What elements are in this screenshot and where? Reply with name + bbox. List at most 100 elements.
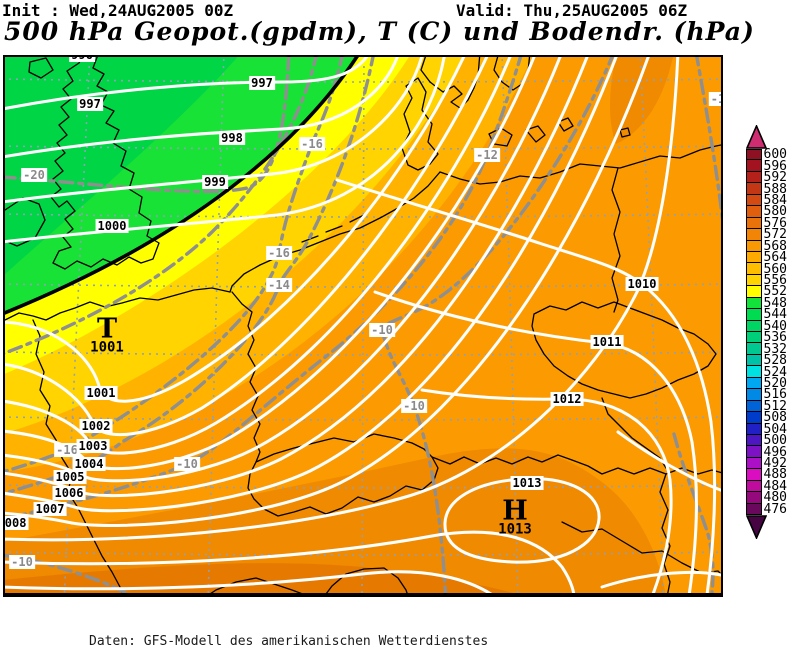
isobar-label: 998 bbox=[219, 131, 245, 145]
colorbar-swatch bbox=[746, 194, 762, 207]
coastlines-borders bbox=[5, 57, 721, 593]
colorbar-swatch bbox=[746, 412, 762, 424]
colorbar-value: 480 bbox=[763, 490, 787, 506]
isobar-label: 1007 bbox=[33, 502, 67, 516]
colorbar-step: 544 bbox=[746, 307, 787, 323]
isobar-label: 1003 bbox=[76, 439, 110, 453]
colorbar-step: 580 bbox=[746, 204, 787, 220]
colorbar-swatch bbox=[746, 229, 762, 241]
colorbar-value: 560 bbox=[763, 261, 787, 277]
pressure-center-symbol: H bbox=[502, 495, 528, 527]
colorbar-swatch bbox=[746, 457, 762, 470]
colorbar-swatch bbox=[746, 251, 762, 264]
colorbar-swatch bbox=[746, 297, 762, 310]
colorbar-swatch bbox=[746, 354, 762, 367]
pressure-center-value: 1013 bbox=[498, 521, 532, 538]
temperature-label: -10 bbox=[9, 555, 35, 569]
isobar-label: 1000 bbox=[95, 219, 129, 233]
colorbar-swatch bbox=[746, 343, 762, 355]
isobar-label: 1012 bbox=[550, 392, 584, 406]
pressure-center-symbol: T bbox=[96, 313, 118, 345]
colorbar-step: 488 bbox=[746, 468, 787, 481]
colorbar-step: 496 bbox=[746, 444, 787, 460]
colorbar-value: 552 bbox=[763, 284, 787, 300]
colorbar-swatch bbox=[746, 446, 762, 458]
colorbar-arrow-up bbox=[746, 125, 767, 149]
temperature-label: -10 bbox=[174, 457, 200, 471]
map-graphics bbox=[5, 57, 721, 593]
temperature-label: -14 bbox=[266, 278, 292, 292]
colorbar-step: 532 bbox=[746, 341, 787, 357]
colorbar-value: 508 bbox=[763, 410, 787, 426]
colorbar-step: 564 bbox=[746, 251, 787, 264]
colorbar-swatch bbox=[746, 149, 762, 161]
colorbar-step: 548 bbox=[746, 295, 787, 311]
colorbar-step: 528 bbox=[746, 353, 787, 369]
pressure-center-value: 1001 bbox=[90, 339, 124, 356]
temperature-label: -16 bbox=[299, 137, 325, 151]
valid-time-label: Valid: Thu,25AUG2005 06Z bbox=[456, 1, 688, 20]
colorbar-step: 484 bbox=[746, 478, 787, 494]
isobar-label: 999 bbox=[202, 175, 228, 189]
colorbar-step: 556 bbox=[746, 273, 787, 289]
colorbar-value: 572 bbox=[763, 227, 787, 243]
colorbar-value: 548 bbox=[763, 295, 787, 311]
colorbar-value: 484 bbox=[763, 478, 787, 494]
temperature-label: -16 bbox=[266, 246, 292, 260]
colorbar-swatch bbox=[746, 286, 762, 298]
colorbar-swatch bbox=[746, 434, 762, 447]
high-pressure-center: H 1013 bbox=[498, 495, 532, 538]
colorbar-step: 596 bbox=[746, 158, 787, 174]
colorbar-value: 544 bbox=[763, 307, 787, 323]
isobar-lines bbox=[5, 57, 721, 593]
colorbar-step: 516 bbox=[746, 387, 787, 403]
low-pressure-center: T 1001 bbox=[90, 313, 124, 356]
colorbar-step: 512 bbox=[746, 398, 787, 414]
colorbar-swatch bbox=[746, 183, 762, 195]
colorbar-swatch bbox=[746, 423, 762, 435]
colorbar-value: 556 bbox=[763, 273, 787, 289]
temperature-label: -1 bbox=[708, 92, 721, 106]
isobar-label: 1011 bbox=[590, 335, 624, 349]
colorbar-value: 532 bbox=[763, 341, 787, 357]
temperature-label: -10 bbox=[369, 323, 395, 337]
colorbar-step: 540 bbox=[746, 318, 787, 334]
fill-bands bbox=[5, 57, 721, 593]
isobar-label: 1004 bbox=[72, 457, 106, 471]
colorbar-step: 600 bbox=[746, 147, 787, 163]
colorbar-swatch bbox=[746, 274, 762, 287]
colorbar-value: 600 bbox=[763, 147, 787, 163]
contour-552-line bbox=[5, 57, 359, 315]
init-time-label: Init : Wed,24AUG2005 00Z bbox=[2, 1, 234, 20]
colorbar: 600 596 592 588 584 580 576 572 568 564 560 556 552 5… bbox=[746, 125, 787, 539]
colorbar-swatch bbox=[746, 377, 762, 390]
colorbar-swatch bbox=[746, 492, 762, 504]
colorbar-swatch bbox=[746, 263, 762, 275]
colorbar-value: 596 bbox=[763, 158, 787, 174]
isobar-label: 1005 bbox=[53, 470, 87, 484]
temperature-label: -12 bbox=[474, 148, 500, 162]
colorbar-step: 492 bbox=[746, 456, 787, 472]
footer-credits: Daten: GFS-Modell des amerikanischen Wet… bbox=[89, 603, 488, 648]
colorbar-value: 516 bbox=[763, 387, 787, 403]
colorbar-value: 528 bbox=[763, 353, 787, 369]
colorbar-swatch bbox=[746, 469, 762, 481]
colorbar-value: 588 bbox=[763, 181, 787, 197]
colorbar-value: 576 bbox=[763, 215, 787, 231]
colorbar-value: 512 bbox=[763, 398, 787, 414]
colorbar-swatch bbox=[746, 332, 762, 344]
colorbar-value: 540 bbox=[763, 318, 787, 334]
isobar-label: 997 bbox=[249, 76, 275, 90]
colorbar-value: 568 bbox=[763, 238, 787, 254]
colorbar-swatch bbox=[746, 480, 762, 493]
colorbar-swatch bbox=[746, 400, 762, 413]
colorbar-value: 492 bbox=[763, 456, 787, 472]
colorbar-swatch bbox=[746, 389, 762, 401]
colorbar-step: 524 bbox=[746, 364, 787, 380]
colorbar-value: 524 bbox=[763, 364, 787, 380]
colorbar-value: 504 bbox=[763, 421, 787, 437]
colorbar-swatch bbox=[746, 503, 762, 515]
colorbar-step: 476 bbox=[746, 503, 787, 516]
colorbar-value: 580 bbox=[763, 204, 787, 220]
colorbar-value: 496 bbox=[763, 444, 787, 460]
